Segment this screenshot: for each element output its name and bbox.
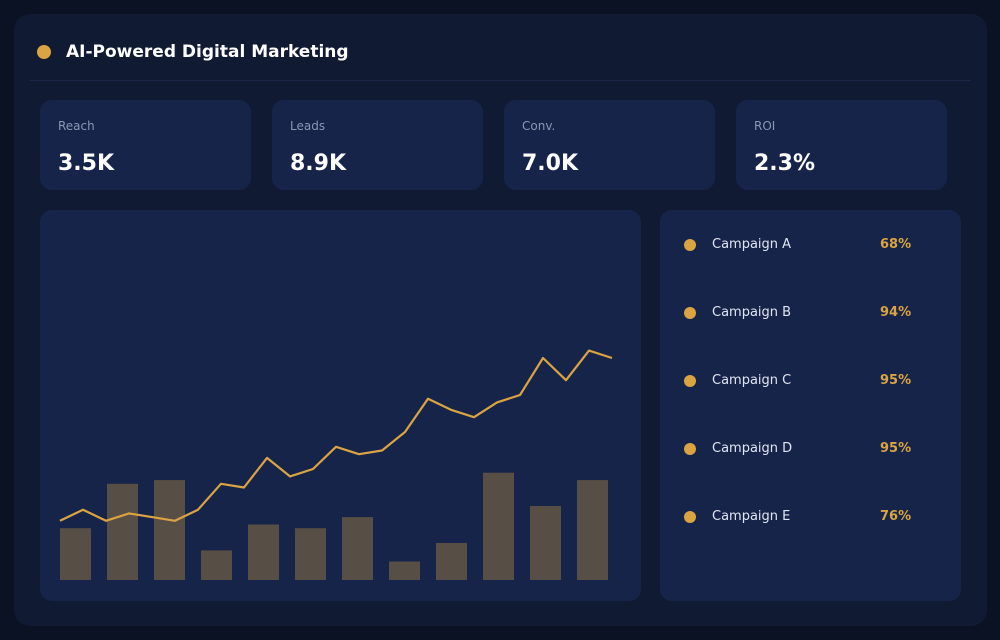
kpi-label: Conv. <box>522 119 556 133</box>
kpi-value: 8.9K <box>290 151 347 176</box>
chart-bar <box>389 561 420 580</box>
kpi-label: Leads <box>290 119 326 133</box>
campaign-percent: 95% <box>880 373 912 388</box>
campaign-percent: 95% <box>880 441 912 456</box>
chart-bar <box>342 517 373 580</box>
list-item: Campaign E 76% <box>660 505 961 529</box>
kpi-card-reach: Reach 3.5K <box>40 100 251 190</box>
kpi-card-conv: Conv. 7.0K <box>504 100 715 190</box>
chart-bar <box>577 480 608 580</box>
chart-bar <box>295 528 326 580</box>
chart-bar <box>60 528 91 580</box>
chart-bar <box>107 483 138 580</box>
chart-line <box>59 349 613 522</box>
campaign-name: Campaign C <box>712 373 792 388</box>
list-item: Campaign C 95% <box>660 369 961 393</box>
chart-bar <box>201 550 232 580</box>
campaign-dot-icon <box>684 375 696 387</box>
campaign-name: Campaign B <box>712 305 792 320</box>
chart-bar <box>436 543 467 580</box>
kpi-value: 3.5K <box>58 151 115 176</box>
chart-bar <box>483 472 514 580</box>
chart-card <box>40 210 641 601</box>
header-divider <box>30 80 971 81</box>
campaign-dot-icon <box>684 511 696 523</box>
header-dot-icon <box>37 45 51 59</box>
kpi-value: 2.3% <box>754 151 816 176</box>
campaign-name: Campaign A <box>712 237 792 252</box>
chart-bar <box>248 524 279 580</box>
campaign-dot-icon <box>684 239 696 251</box>
kpi-label: ROI <box>754 119 776 133</box>
campaign-percent: 68% <box>880 237 912 252</box>
campaign-dot-icon <box>684 307 696 319</box>
campaign-percent: 76% <box>880 509 912 524</box>
campaign-name: Campaign D <box>712 441 793 456</box>
list-item: Campaign A 68% <box>660 233 961 257</box>
campaign-name: Campaign E <box>712 509 791 524</box>
page-title: AI-Powered Digital Marketing <box>66 42 349 62</box>
kpi-label: Reach <box>58 119 95 133</box>
kpi-card-roi: ROI 2.3% <box>736 100 947 190</box>
combo-chart <box>59 349 613 580</box>
chart-bar <box>530 506 561 580</box>
chart-bar <box>154 480 185 580</box>
kpi-card-leads: Leads 8.9K <box>272 100 483 190</box>
kpi-value: 7.0K <box>522 151 579 176</box>
campaign-dot-icon <box>684 443 696 455</box>
campaign-list: Campaign A 68% Campaign B 94% Campaign C… <box>660 210 961 601</box>
list-item: Campaign D 95% <box>660 437 961 461</box>
list-item: Campaign B 94% <box>660 301 961 325</box>
campaign-percent: 94% <box>880 305 912 320</box>
